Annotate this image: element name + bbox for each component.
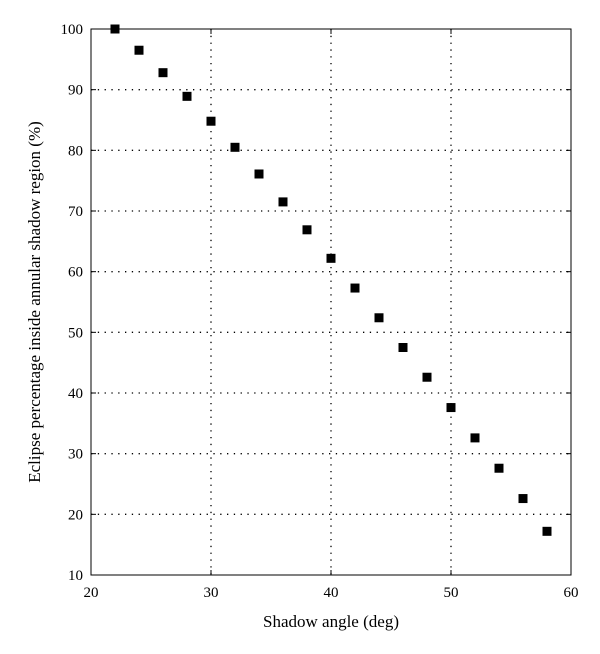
x-tick-label: 50 [444,585,459,601]
data-point-marker [206,116,216,126]
data-point-marker [374,313,384,323]
y-tick-label: 80 [68,143,83,159]
y-tick-label: 10 [68,568,83,584]
x-tick-label: 30 [204,585,219,601]
y-tick-label: 30 [68,447,83,463]
y-tick-label: 20 [68,507,83,523]
data-point-marker [230,142,240,152]
y-tick-label: 40 [68,386,83,402]
data-point-marker [470,433,480,443]
data-point-marker [350,283,360,293]
data-point-marker [446,403,456,413]
data-point-marker [518,494,528,504]
data-point-marker [182,91,192,101]
x-tick-label: 60 [564,585,579,601]
data-point-marker [278,197,288,207]
data-point-marker [494,463,504,473]
y-axis-label: Eclipse percentage inside annular shadow… [25,121,44,483]
y-tick-labels: 10 20 30 40 50 60 70 80 90 100 [61,22,84,584]
data-point-marker [542,526,552,536]
y-tick-label: 90 [68,83,83,99]
data-point-marker [302,225,312,235]
data-point-marker [158,68,168,78]
x-tick-labels: 20 30 40 50 60 [84,585,579,601]
data-point-marker [134,45,144,55]
x-axis-label: Shadow angle (deg) [263,612,399,631]
y-tick-label: 60 [68,265,83,281]
data-point-marker [326,253,336,263]
y-tick-label: 100 [61,22,84,38]
y-tick-label: 70 [68,204,83,220]
data-point-marker [422,372,432,382]
data-point-marker [254,169,264,179]
grid-lines [91,29,571,575]
y-tick-label: 50 [68,325,83,341]
x-tick-label: 20 [84,585,99,601]
data-point-marker [398,343,408,352]
plot-frame [90,28,572,576]
data-points [110,24,552,536]
x-tick-label: 40 [324,585,339,601]
